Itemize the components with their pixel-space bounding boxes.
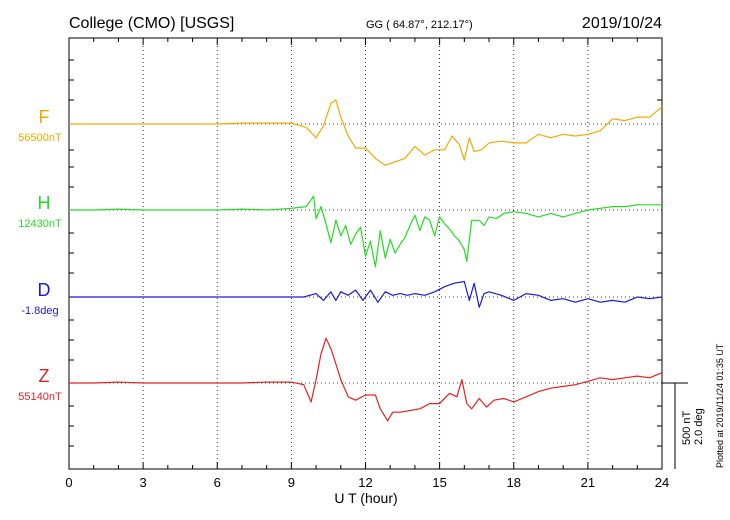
series-baseline-z: 55140nT (18, 391, 62, 403)
trace-z (69, 337, 663, 422)
series-name-h: H (38, 193, 51, 213)
series-baseline-h: 12430nT (18, 218, 62, 230)
x-tick-label: 24 (655, 475, 669, 490)
scale-label-nt: 500 nT (681, 410, 693, 445)
x-tick-label: 18 (507, 475, 521, 490)
series-name-d: D (38, 280, 51, 300)
x-axis-label: U T (hour) (334, 490, 397, 506)
x-tick-label: 12 (358, 475, 372, 490)
plotted-at-note: Plotted at 2019/11/24 01:35 UT (715, 343, 725, 468)
trace-f (69, 99, 663, 166)
trace-lines (69, 99, 663, 422)
x-tick-label: 3 (140, 475, 147, 490)
station-coords: GG ( 64.87°, 212.17°) (366, 19, 473, 31)
x-tick-label: 15 (432, 475, 446, 490)
series-baseline-f: 56500nT (18, 132, 62, 144)
series-name-z: Z (39, 366, 50, 386)
series-name-f: F (39, 107, 50, 127)
station-title: College (CMO) [USGS] (69, 15, 234, 32)
scale-bar: 500 nT 2.0 deg (662, 382, 705, 469)
series-labels: F 56500nT H 12430nT D -1.8deg Z 55140nT (18, 107, 62, 403)
plot-date: 2019/10/24 (582, 15, 662, 32)
series-baseline-d: -1.8deg (21, 305, 58, 317)
axis-ticks: 0 3 6 9 12 15 18 21 24 (65, 38, 669, 490)
scale-label-deg: 2.0 deg (693, 408, 705, 445)
trace-d (69, 280, 663, 308)
x-tick-label: 6 (214, 475, 221, 490)
x-tick-label: 21 (581, 475, 595, 490)
x-tick-label: 9 (288, 475, 295, 490)
trace-h (69, 195, 662, 268)
x-tick-label: 0 (65, 475, 72, 490)
